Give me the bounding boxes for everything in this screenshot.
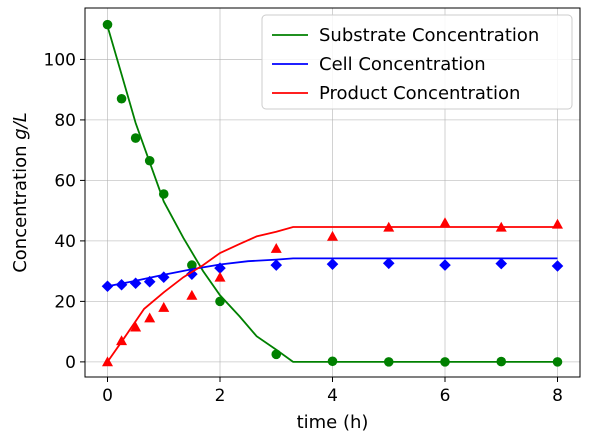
legend: Substrate Concentration Cell Concentratio…: [261, 14, 573, 110]
y-tick-label: 80: [54, 111, 76, 131]
substrate-concentration-point: [130, 133, 141, 143]
cell-concentration-point: [439, 259, 451, 271]
legend-label-substrate-concentration: Substrate Concentration: [319, 25, 539, 46]
y-axis-label-unit: g/L: [10, 112, 31, 140]
series-product-concentration: [102, 217, 563, 367]
cell-concentration-point: [270, 259, 283, 271]
product-concentration-point: [270, 242, 282, 253]
legend-label-product-concentration: Product Concentration: [319, 83, 520, 104]
x-tick-label: 2: [215, 386, 226, 406]
substrate-concentration-point: [158, 189, 169, 199]
x-tick-label: 6: [440, 386, 451, 406]
product-concentration-point: [158, 301, 170, 312]
cell-concentration-point: [186, 268, 198, 280]
product-concentration-point: [214, 271, 226, 282]
product-concentration-point: [186, 289, 198, 300]
y-tick-label: 60: [54, 171, 76, 191]
product-concentration-point: [439, 217, 451, 228]
substrate-concentration-point: [327, 356, 338, 367]
substrate-concentration-point: [552, 357, 563, 367]
product-concentration-point: [327, 230, 338, 241]
x-tick-label: 4: [327, 386, 338, 406]
cell-concentration-point: [143, 275, 156, 288]
y-axis-ticks: 0 20 40 60 80 100: [44, 50, 85, 373]
cell-concentration-point: [214, 262, 226, 274]
y-tick-label: 100: [44, 50, 76, 70]
legend-box: [261, 14, 573, 110]
y-tick-label: 20: [54, 292, 76, 312]
cell-concentration-point: [326, 258, 339, 270]
plot-area: [101, 19, 564, 367]
product-concentration-line: [106, 226, 558, 363]
cell-concentration-point: [551, 260, 564, 272]
substrate-concentration-point: [271, 349, 282, 360]
cell-concentration-point: [115, 278, 128, 291]
substrate-concentration-point: [144, 155, 155, 166]
product-concentration-point: [102, 356, 113, 367]
product-concentration-point: [383, 221, 395, 232]
product-concentration-point: [130, 321, 142, 332]
substrate-concentration-line: [106, 25, 558, 363]
product-concentration-point: [552, 218, 563, 229]
series-substrate-concentration: [102, 19, 563, 367]
y-axis-label: Concentration g/L: [10, 112, 31, 273]
y-axis-label-text: Concentration: [10, 140, 31, 273]
substrate-concentration-point: [440, 357, 450, 367]
y-tick-label: 0: [65, 353, 76, 373]
substrate-concentration-point: [102, 19, 113, 30]
x-tick-label: 8: [552, 386, 563, 406]
y-tick-label: 40: [54, 232, 76, 252]
x-tick-label: 0: [102, 386, 113, 406]
cell-concentration-point: [382, 257, 395, 270]
substrate-concentration-point: [116, 93, 127, 104]
cell-concentration-point: [157, 271, 170, 283]
substrate-concentration-point: [496, 356, 507, 367]
cell-concentration-point: [101, 280, 114, 293]
substrate-concentration-point: [383, 357, 394, 367]
substrate-concentration-point: [215, 296, 225, 307]
product-concentration-point: [116, 335, 128, 346]
cell-concentration-point: [495, 257, 508, 270]
series-cell-concentration: [101, 257, 564, 293]
x-axis-label: time (h): [297, 412, 369, 433]
product-concentration-point: [144, 312, 156, 323]
legend-label-cell-concentration: Cell Concentration: [319, 54, 486, 75]
product-concentration-point: [495, 221, 507, 232]
substrate-concentration-point: [187, 260, 197, 270]
x-axis-ticks: 0 2 4 6 8: [102, 377, 563, 406]
cell-concentration-point: [129, 277, 142, 290]
